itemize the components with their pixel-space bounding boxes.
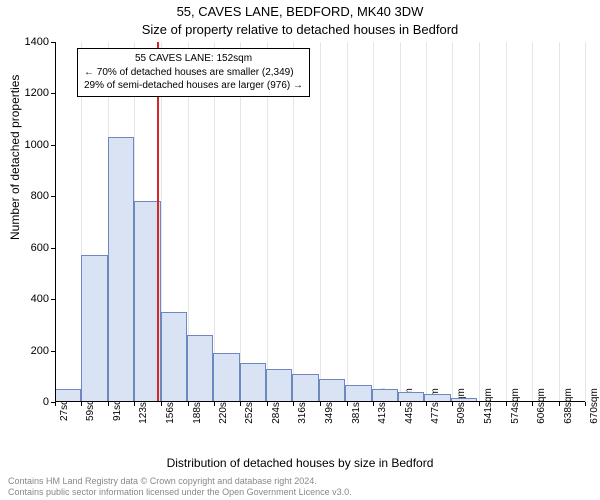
x-axis-line (55, 401, 585, 402)
x-tick-mark (452, 402, 453, 406)
x-tick-mark (532, 402, 533, 406)
y-tick-label: 1200 (25, 87, 49, 99)
x-tick-mark (426, 402, 427, 406)
histogram-bar (266, 369, 292, 402)
x-tick-mark (400, 402, 401, 406)
x-gridline (373, 42, 374, 402)
x-tick-label: 670sqm (589, 388, 600, 424)
x-gridline (426, 42, 427, 402)
footer-line2: Contains public sector information licen… (8, 487, 352, 498)
x-tick-label: 638sqm (563, 388, 574, 424)
chart-title-line2: Size of property relative to detached ho… (0, 22, 600, 37)
y-tick-label: 1000 (25, 139, 49, 151)
annotation-line-1: 55 CAVES LANE: 152sqm (84, 52, 303, 66)
x-gridline (559, 42, 560, 402)
x-tick-mark (320, 402, 321, 406)
chart-container: { "chart": { "type": "histogram", "title… (0, 0, 600, 500)
x-tick-label: 541sqm (483, 388, 494, 424)
x-gridline (452, 42, 453, 402)
histogram-bar (187, 335, 213, 402)
x-axis-label: Distribution of detached houses by size … (0, 456, 600, 470)
plot-area: 27sqm59sqm91sqm123sqm156sqm188sqm220sqm2… (55, 42, 585, 402)
footer-line1: Contains HM Land Registry data © Crown c… (8, 476, 352, 487)
x-gridline (506, 42, 507, 402)
histogram-bar (161, 312, 187, 402)
annotation-box: 55 CAVES LANE: 152sqm← 70% of detached h… (77, 48, 310, 97)
y-axis-label: Number of detached properties (8, 75, 22, 240)
y-tick-label: 400 (31, 293, 49, 305)
y-tick-label: 800 (31, 190, 49, 202)
x-tick-mark (293, 402, 294, 406)
x-tick-mark (347, 402, 348, 406)
y-tick-label: 600 (31, 242, 49, 254)
histogram-bar (108, 137, 134, 402)
x-tick-label: 606sqm (536, 388, 547, 424)
annotation-line-3: 29% of semi-detached houses are larger (… (84, 79, 303, 93)
x-tick-label: 574sqm (510, 388, 521, 424)
x-tick-mark (506, 402, 507, 406)
plot-inner: 27sqm59sqm91sqm123sqm156sqm188sqm220sqm2… (55, 42, 585, 402)
x-tick-mark (55, 402, 56, 406)
x-tick-mark (240, 402, 241, 406)
histogram-bar (319, 379, 345, 402)
y-axis-line (55, 42, 56, 402)
x-tick-mark (585, 402, 586, 406)
histogram-bar (240, 363, 266, 402)
chart-footer: Contains HM Land Registry data © Crown c… (8, 476, 352, 499)
y-tick-label: 1400 (25, 36, 49, 48)
histogram-bar (213, 353, 239, 402)
x-gridline (400, 42, 401, 402)
x-tick-mark (559, 402, 560, 406)
y-tick-label: 0 (43, 396, 49, 408)
histogram-bar (292, 374, 318, 402)
x-tick-mark (81, 402, 82, 406)
y-tick-mark (51, 402, 55, 403)
x-tick-mark (267, 402, 268, 406)
x-tick-mark (108, 402, 109, 406)
x-gridline (585, 42, 586, 402)
x-tick-mark (214, 402, 215, 406)
x-tick-mark (134, 402, 135, 406)
histogram-bar (81, 255, 107, 402)
x-gridline (347, 42, 348, 402)
chart-title-line1: 55, CAVES LANE, BEDFORD, MK40 3DW (0, 4, 600, 19)
x-tick-mark (161, 402, 162, 406)
histogram-bar (345, 385, 371, 402)
x-gridline (532, 42, 533, 402)
x-tick-mark (479, 402, 480, 406)
x-tick-label: 509sqm (456, 388, 467, 424)
x-tick-mark (373, 402, 374, 406)
x-gridline (479, 42, 480, 402)
x-tick-mark (188, 402, 189, 406)
x-gridline (320, 42, 321, 402)
y-tick-label: 200 (31, 345, 49, 357)
annotation-line-2: ← 70% of detached houses are smaller (2,… (84, 66, 303, 80)
